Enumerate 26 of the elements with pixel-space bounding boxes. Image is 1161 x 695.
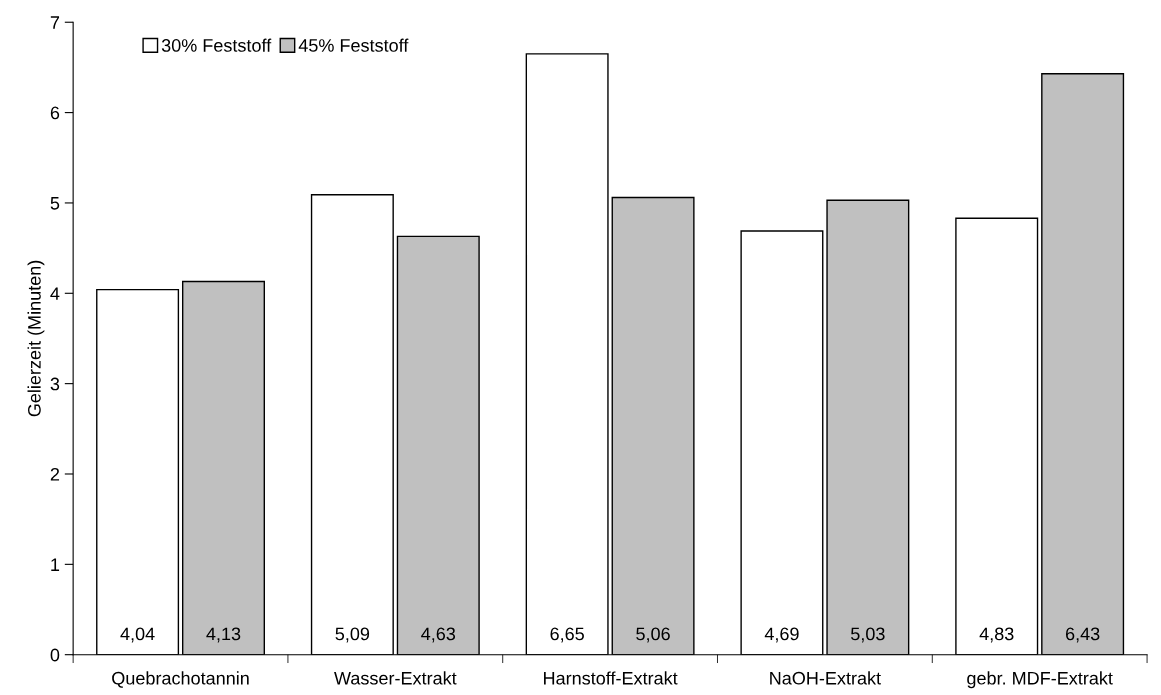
data-label: 4,13 <box>206 627 241 643</box>
y-tick-label: 6 <box>50 106 60 120</box>
y-tick-label: 0 <box>50 648 60 662</box>
y-tick-label: 1 <box>51 558 60 571</box>
data-label: 4,63 <box>421 627 456 643</box>
data-label: 5,03 <box>851 627 885 643</box>
data-label: 6,43 <box>1065 627 1100 643</box>
x-tick-label: Quebrachotannin <box>112 671 249 688</box>
x-tick-label: gebr. MDF-Extrakt <box>967 671 1113 689</box>
data-label: 5,06 <box>636 627 670 643</box>
x-tick-label: NaOH-Extrakt <box>770 671 881 685</box>
data-label: 5,09 <box>335 627 370 643</box>
data-label: 4,83 <box>979 627 1014 643</box>
y-tick-label: 4 <box>50 287 60 300</box>
y-tick-label: 2 <box>50 467 60 481</box>
x-tick-label: Wasser-Extrakt <box>334 671 457 685</box>
data-label: 4,04 <box>120 627 155 643</box>
legend-label: 30% Feststoff <box>161 38 272 52</box>
data-label: 6,65 <box>550 627 584 643</box>
y-tick-label: 3 <box>50 377 60 391</box>
legend-label: 45% Feststoff <box>298 38 409 52</box>
y-tick-label: 5 <box>50 197 60 210</box>
data-label: 4,69 <box>764 627 799 643</box>
y-axis-title: Gelierzeit (Minuten) <box>27 260 45 417</box>
x-tick-label: Harnstoff-Extrakt <box>544 671 678 685</box>
y-tick-label: 7 <box>50 16 60 29</box>
